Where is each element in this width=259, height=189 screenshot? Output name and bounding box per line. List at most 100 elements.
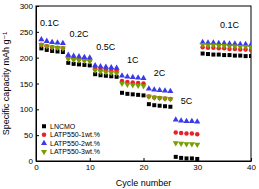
- annotations: 0.1C0.2C0.5C1C2C5C0.1C: [40, 18, 240, 107]
- point: [226, 45, 232, 50]
- x-axis-title: Cycle number: [116, 178, 172, 188]
- point: [178, 142, 184, 147]
- point: [194, 118, 200, 123]
- y-tick-mark: [36, 32, 39, 33]
- point: [135, 74, 141, 79]
- point: [217, 53, 221, 57]
- point: [189, 142, 195, 147]
- point: [194, 143, 200, 148]
- y-tick-label: 0: [29, 157, 34, 166]
- point: [178, 117, 184, 122]
- point: [130, 74, 136, 79]
- point: [120, 91, 124, 95]
- y-tick: 100: [20, 105, 39, 114]
- point: [173, 116, 179, 121]
- plot-frame: [36, 6, 251, 161]
- point: [151, 96, 157, 101]
- point: [184, 131, 189, 136]
- x-tick-label: 10: [86, 163, 95, 172]
- point: [173, 141, 179, 146]
- point: [76, 58, 82, 63]
- point: [124, 73, 130, 78]
- y-tick: 250: [20, 28, 39, 37]
- annotation: 2C: [154, 68, 166, 78]
- point: [44, 45, 50, 50]
- point: [140, 84, 146, 89]
- point: [135, 84, 141, 89]
- x-tick-mark: [90, 158, 91, 161]
- point: [190, 156, 194, 160]
- point: [92, 69, 98, 74]
- point: [54, 46, 60, 51]
- point: [131, 92, 135, 96]
- marks: [38, 36, 251, 161]
- x-tick-label: 40: [247, 163, 256, 172]
- annotation: 0.2C: [69, 29, 89, 39]
- y-tick-label: 250: [20, 28, 34, 37]
- point: [211, 53, 215, 57]
- point: [183, 118, 189, 123]
- x-tick: 40: [247, 158, 256, 172]
- y-tick-label: 50: [24, 131, 33, 140]
- point: [167, 97, 173, 102]
- point: [162, 97, 168, 102]
- x-tick-label: 30: [193, 163, 202, 172]
- y-tick-mark: [36, 58, 39, 59]
- point: [152, 103, 156, 107]
- legend-marker: [42, 132, 47, 137]
- point: [249, 54, 251, 58]
- point: [183, 142, 189, 147]
- annotation: 0.5C: [96, 42, 116, 52]
- legend-entry: LNCMO: [42, 123, 76, 130]
- point: [97, 70, 103, 75]
- point: [228, 53, 232, 57]
- y-axis-title: Specific capacity mAh g⁻¹: [1, 32, 11, 135]
- point: [151, 86, 157, 91]
- legend-marker: [41, 140, 47, 145]
- point: [108, 71, 114, 76]
- y-tick-mark: [36, 6, 39, 7]
- point: [92, 62, 98, 67]
- point: [167, 88, 173, 93]
- x-tick: 20: [140, 158, 149, 172]
- y-tick-mark: [36, 135, 39, 136]
- point: [221, 44, 227, 49]
- point: [146, 95, 152, 100]
- y-tick-label: 300: [20, 2, 34, 11]
- point: [38, 36, 44, 41]
- point: [216, 44, 222, 49]
- point: [248, 46, 251, 51]
- point: [237, 45, 243, 50]
- y-tick-mark: [36, 84, 39, 85]
- point: [195, 157, 199, 161]
- point: [87, 54, 93, 59]
- y-axis: 050100150200250300: [20, 2, 39, 166]
- point: [60, 47, 66, 52]
- series: [39, 42, 251, 136]
- point: [124, 83, 130, 88]
- annotation: 0.1C: [220, 20, 240, 30]
- point: [130, 83, 136, 88]
- series: [39, 46, 251, 161]
- legend-marker: [42, 124, 46, 128]
- x-tick-label: 0: [34, 163, 39, 172]
- point: [119, 72, 125, 77]
- point: [168, 105, 172, 109]
- y-tick: 50: [24, 131, 39, 140]
- point: [244, 54, 248, 58]
- point: [195, 132, 200, 137]
- point: [140, 75, 146, 80]
- y-tick: 200: [20, 54, 39, 63]
- legend-entry: LATP550-2wt.%: [41, 140, 100, 147]
- series: [38, 43, 251, 148]
- point: [125, 92, 129, 96]
- point: [142, 93, 146, 97]
- point: [103, 63, 109, 68]
- point: [108, 64, 114, 69]
- x-axis: 0 10 20 30 40: [34, 158, 256, 172]
- point: [146, 85, 152, 90]
- point: [206, 52, 210, 56]
- point: [71, 58, 77, 63]
- point: [158, 104, 162, 108]
- point: [238, 54, 242, 58]
